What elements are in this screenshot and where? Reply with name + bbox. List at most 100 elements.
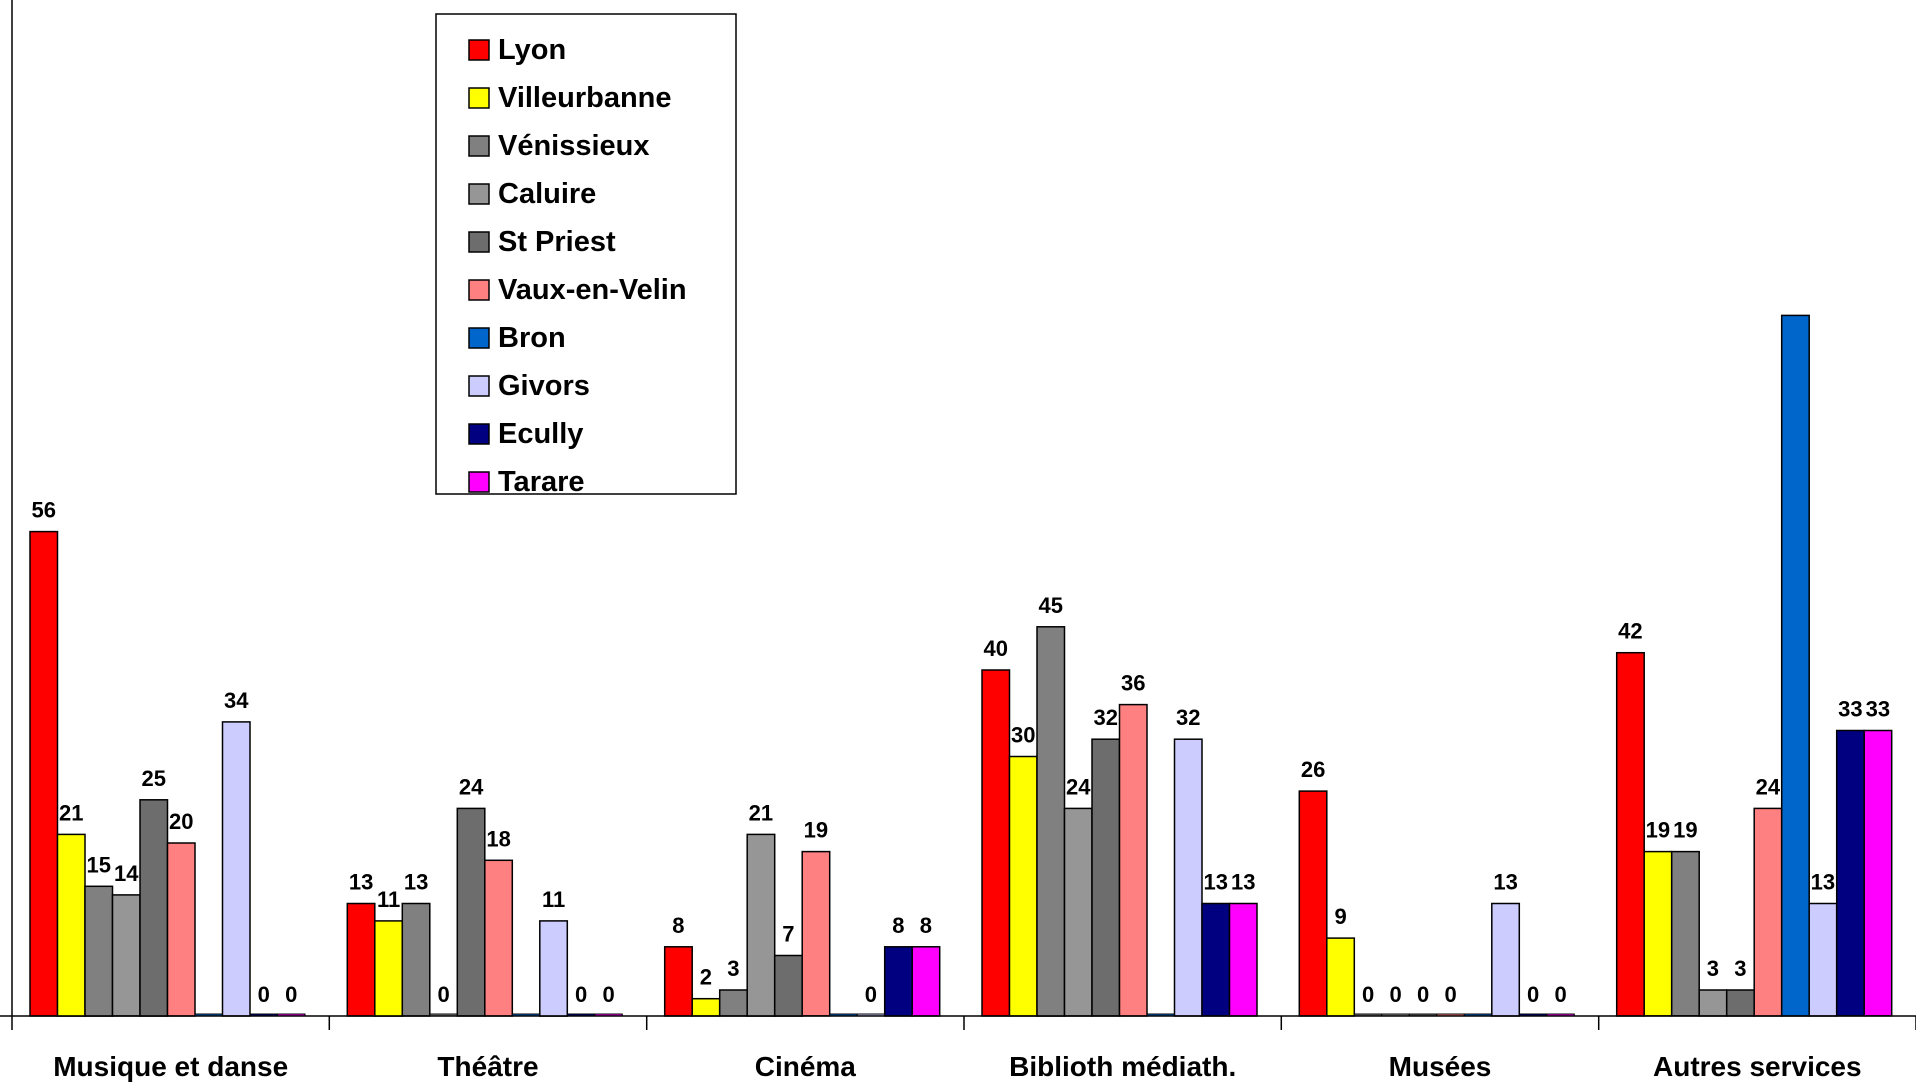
- value-label-theatre-venissieux: 13: [404, 870, 428, 895]
- legend-label-givors: Givors: [498, 370, 590, 402]
- legend-swatch-villeurbanne: [468, 87, 490, 109]
- legend-label-lyon: Lyon: [498, 34, 566, 66]
- bar-musique-et-danse-lyon: [29, 530, 59, 1017]
- legend-swatch-caluire: [468, 183, 490, 205]
- bar-cinema-ecully: [883, 946, 913, 1017]
- value-label-cinema-givors: 0: [865, 982, 877, 1007]
- value-label-cinema-ecully: 8: [892, 913, 904, 938]
- bar-autres-services-bron: [1780, 314, 1810, 1017]
- legend-swatch-venissieux: [468, 135, 490, 157]
- bar-musique-et-danse-villeurbanne: [56, 833, 86, 1017]
- bar-autres-services-vaux-en-velin: [1753, 807, 1783, 1017]
- legend-label-bron: Bron: [498, 322, 566, 354]
- category-label-theatre: Théâtre: [437, 1051, 538, 1082]
- value-label-theatre-ecully: 0: [575, 982, 587, 1007]
- value-label-musique-et-danse-vaux-en-velin: 20: [169, 809, 193, 834]
- value-label-theatre-villeurbanne: 11: [377, 887, 400, 912]
- bars-layer: [29, 314, 1893, 1017]
- value-label-musique-et-danse-venissieux: 15: [87, 852, 111, 877]
- value-label-biblioth-mediath-ecully: 13: [1204, 870, 1228, 895]
- bar-autres-services-st-priest: [1725, 989, 1755, 1017]
- value-label-musique-et-danse-ecully: 0: [258, 982, 270, 1007]
- legend-swatch-bron: [468, 327, 490, 349]
- bar-musees-villeurbanne: [1326, 937, 1356, 1017]
- value-label-autres-services-caluire: 3: [1707, 956, 1719, 981]
- legend-swatch-lyon: [468, 39, 490, 61]
- value-label-musees-venissieux: 0: [1362, 982, 1374, 1007]
- bar-cinema-vaux-en-velin: [801, 850, 831, 1017]
- value-label-autres-services-vaux-en-velin: 24: [1756, 774, 1781, 799]
- value-label-biblioth-mediath-lyon: 40: [984, 636, 1008, 661]
- bar-theatre-st-priest: [456, 807, 486, 1017]
- value-label-biblioth-mediath-vaux-en-velin: 36: [1121, 671, 1145, 696]
- value-label-cinema-tarare: 8: [920, 913, 932, 938]
- bar-autres-services-villeurbanne: [1643, 850, 1673, 1017]
- value-label-autres-services-givors: 13: [1811, 870, 1835, 895]
- value-label-autres-services-tarare: 33: [1866, 697, 1890, 722]
- value-label-cinema-venissieux: 3: [727, 956, 739, 981]
- category-label-musique-et-danse: Musique et danse: [53, 1051, 288, 1082]
- legend: Lyon Villeurbanne Vénissieux Caluire St Prie…: [435, 13, 737, 498]
- value-label-cinema-caluire: 21: [749, 800, 773, 825]
- bar-biblioth-mediath-tarare: [1228, 902, 1258, 1017]
- bar-biblioth-mediath-ecully: [1201, 902, 1231, 1017]
- value-label-autres-services-st-priest: 3: [1734, 956, 1746, 981]
- value-label-theatre-st-priest: 24: [459, 774, 484, 799]
- bar-biblioth-mediath-vaux-en-velin: [1118, 703, 1148, 1017]
- bar-biblioth-mediath-villeurbanne: [1008, 755, 1038, 1017]
- value-label-cinema-vaux-en-velin: 19: [804, 818, 828, 843]
- legend-label-ecully: Ecully: [498, 418, 583, 450]
- bar-theatre-villeurbanne: [374, 920, 404, 1017]
- bar-cinema-tarare: [911, 946, 941, 1017]
- legend-label-caluire: Caluire: [498, 178, 596, 210]
- legend-swatch-givors: [468, 375, 490, 397]
- legend-label-st-priest: St Priest: [498, 226, 616, 258]
- bar-autres-services-venissieux: [1670, 850, 1700, 1017]
- bar-musique-et-danse-st-priest: [139, 799, 169, 1017]
- bar-musique-et-danse-vaux-en-velin: [166, 842, 196, 1017]
- bar-biblioth-mediath-givors: [1173, 738, 1203, 1017]
- bar-autres-services-ecully: [1835, 729, 1865, 1017]
- bar-musique-et-danse-caluire: [111, 894, 141, 1017]
- value-label-autres-services-venissieux: 19: [1673, 818, 1697, 843]
- bar-theatre-vaux-en-velin: [484, 859, 514, 1017]
- value-label-autres-services-ecully: 33: [1838, 697, 1862, 722]
- legend-label-tarare: Tarare: [498, 466, 585, 498]
- value-label-biblioth-mediath-venissieux: 45: [1039, 593, 1063, 618]
- value-label-musees-tarare: 0: [1554, 982, 1566, 1007]
- value-label-theatre-caluire: 0: [437, 982, 449, 1007]
- value-label-musique-et-danse-lyon: 56: [32, 498, 56, 523]
- value-label-cinema-lyon: 8: [672, 913, 684, 938]
- category-label-biblioth-mediath: Biblioth médiath.: [1009, 1051, 1236, 1082]
- value-label-autres-services-villeurbanne: 19: [1646, 818, 1670, 843]
- bar-musique-et-danse-venissieux: [84, 885, 114, 1017]
- bar-biblioth-mediath-venissieux: [1036, 626, 1066, 1017]
- bar-theatre-lyon: [346, 902, 376, 1017]
- legend-swatch-ecully: [468, 423, 490, 445]
- legend-swatch-vaux-en-velin: [468, 279, 490, 301]
- value-label-cinema-villeurbanne: 2: [700, 965, 712, 990]
- value-label-autres-services-lyon: 42: [1618, 619, 1642, 644]
- value-label-musees-vaux-en-velin: 0: [1444, 982, 1456, 1007]
- legend-label-venissieux: Vénissieux: [498, 130, 650, 162]
- value-label-musees-st-priest: 0: [1417, 982, 1429, 1007]
- value-label-musique-et-danse-caluire: 14: [114, 861, 139, 886]
- value-label-biblioth-mediath-villeurbanne: 30: [1011, 723, 1035, 748]
- bar-cinema-st-priest: [773, 954, 803, 1017]
- category-label-cinema: Cinéma: [755, 1051, 857, 1082]
- bar-theatre-givors: [539, 920, 569, 1017]
- value-label-theatre-vaux-en-velin: 18: [486, 826, 510, 851]
- legend-label-villeurbanne: Villeurbanne: [498, 82, 672, 114]
- value-label-biblioth-mediath-caluire: 24: [1066, 774, 1091, 799]
- bar-theatre-venissieux: [401, 902, 431, 1017]
- axes-layer: [0, 0, 1916, 1030]
- value-label-musees-lyon: 26: [1301, 757, 1325, 782]
- bar-autres-services-caluire: [1698, 989, 1728, 1017]
- bar-biblioth-mediath-st-priest: [1091, 738, 1121, 1017]
- bar-musees-lyon: [1298, 790, 1328, 1017]
- legend-swatch-st-priest: [468, 231, 490, 253]
- legend-swatch-tarare: [468, 471, 490, 493]
- value-label-musique-et-danse-tarare: 0: [285, 982, 297, 1007]
- value-label-biblioth-mediath-st-priest: 32: [1094, 705, 1118, 730]
